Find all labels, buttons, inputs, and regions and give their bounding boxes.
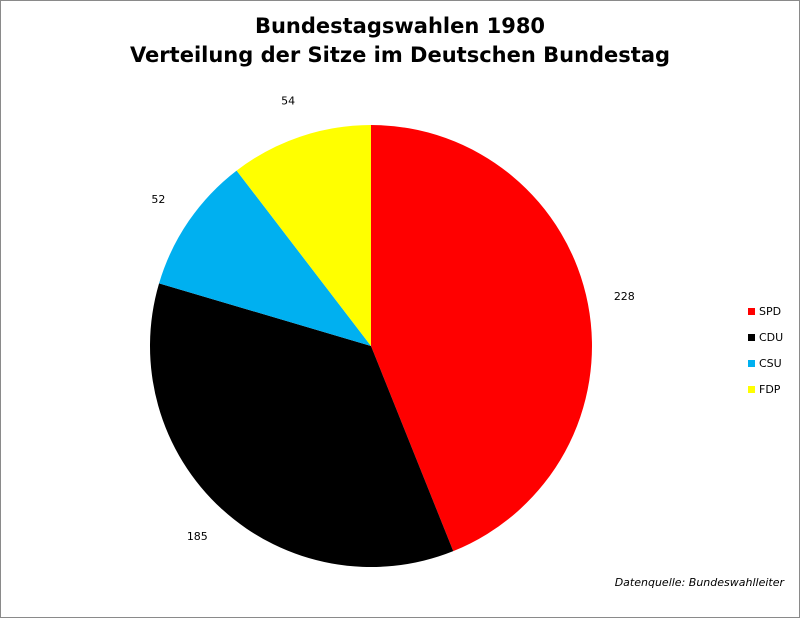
pie-slices <box>149 125 592 567</box>
source-note: Datenquelle: Bundeswahlleiter <box>614 576 784 589</box>
legend-label-fdp: FDP <box>759 382 781 396</box>
legend: SPD CDU CSU FDP <box>748 298 798 402</box>
legend-swatch-csu <box>748 359 755 367</box>
legend-item-fdp: FDP <box>748 376 798 402</box>
legend-label-csu: CSU <box>759 356 782 370</box>
legend-item-csu: CSU <box>748 350 798 376</box>
chart-title: Bundestagswahlen 1980 Verteilung der Sit… <box>0 12 800 70</box>
pie-slice-spd <box>371 125 592 552</box>
legend-swatch-fdp <box>748 385 755 393</box>
legend-swatch-cdu <box>748 333 755 341</box>
chart-title-line-1: Bundestagswahlen 1980 <box>254 14 546 38</box>
pie-slice-cdu <box>149 283 454 567</box>
legend-label-cdu: CDU <box>759 330 784 344</box>
legend-swatch-spd <box>748 307 755 315</box>
pie-slice-fdp <box>236 125 371 346</box>
data-label-cdu: 185 <box>187 530 208 543</box>
legend-label-spd: SPD <box>759 304 782 318</box>
data-label-fdp: 54 <box>281 95 295 108</box>
legend-item-spd: SPD <box>748 298 798 324</box>
pie-data-labels: 228 185 52 54 <box>151 95 634 543</box>
chart-title-line-2: Verteilung der Sitze im Deutschen Bundes… <box>129 43 671 67</box>
legend-item-cdu: CDU <box>748 324 798 350</box>
data-label-spd: 228 <box>614 290 635 303</box>
pie-slice-csu <box>159 170 371 346</box>
data-label-csu: 52 <box>151 193 165 206</box>
